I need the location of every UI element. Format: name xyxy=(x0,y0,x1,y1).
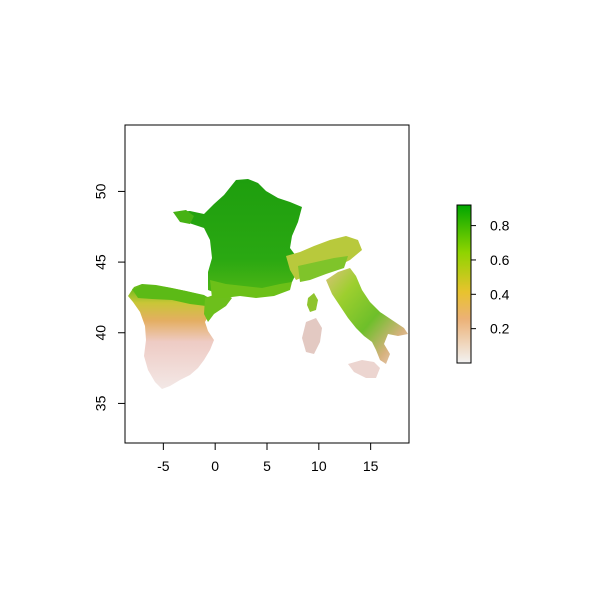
legend-tick-label: 0.6 xyxy=(490,252,510,268)
legend-tick-label: 0.8 xyxy=(490,218,510,234)
x-tick-label: 5 xyxy=(263,458,271,474)
y-tick-label: 40 xyxy=(93,325,109,341)
region-corsica xyxy=(307,293,318,312)
y-tick-label: 50 xyxy=(93,183,109,199)
x-tick-label: -5 xyxy=(157,458,170,474)
x-axis: -5 0 5 10 15 xyxy=(157,443,379,474)
x-tick-label: 10 xyxy=(311,458,327,474)
legend-tick-label: 0.2 xyxy=(490,321,510,337)
legend-ticks: 0.2 0.4 0.6 0.8 xyxy=(471,218,510,337)
region-sardinia xyxy=(302,318,322,354)
region-cantabria xyxy=(132,285,212,306)
region-france xyxy=(176,179,302,293)
legend-colorbar xyxy=(456,204,472,364)
region-po-valley xyxy=(298,256,348,282)
region-iberia xyxy=(128,284,214,389)
y-tick-label: 45 xyxy=(93,254,109,270)
legend-tick-label: 0.4 xyxy=(490,286,510,302)
x-tick-label: 0 xyxy=(211,458,219,474)
region-sicily xyxy=(348,360,380,378)
map-regions xyxy=(128,179,408,389)
region-italy xyxy=(326,268,408,364)
region-catalonia xyxy=(204,292,232,322)
region-brittany xyxy=(173,210,194,224)
color-legend: 0.2 0.4 0.6 0.8 xyxy=(456,204,510,364)
y-axis: 35 40 45 50 xyxy=(93,183,125,411)
y-tick-label: 35 xyxy=(93,395,109,411)
x-tick-label: 15 xyxy=(363,458,379,474)
region-south-france xyxy=(210,280,292,298)
